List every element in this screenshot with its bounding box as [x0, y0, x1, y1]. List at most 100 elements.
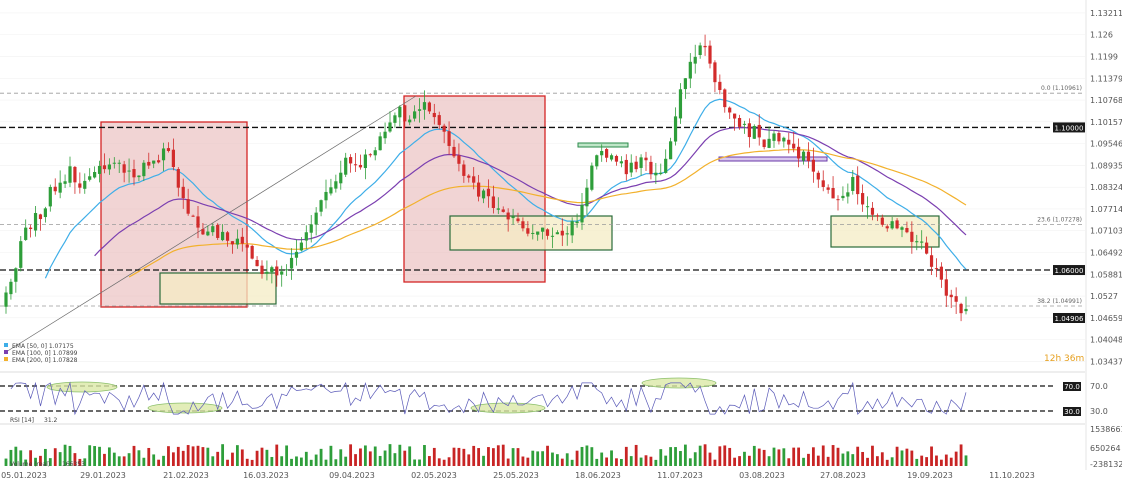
volume-bar: [152, 454, 156, 466]
volume-tick-3: -238132: [1090, 460, 1122, 469]
zone-box-2: [403, 95, 546, 283]
candle-body: [349, 157, 353, 164]
volume-bar: [334, 459, 338, 466]
ema-line-50: [44, 98, 967, 279]
volume-bar: [600, 452, 604, 466]
legend-swatch: [4, 343, 8, 347]
rsi-70-axis-label: 70.0: [1090, 382, 1108, 391]
volume-bar: [58, 452, 62, 466]
rsi-30-axis-label: 30.0: [1090, 407, 1108, 416]
candle-body: [713, 62, 717, 83]
support-box-2: [449, 215, 613, 251]
candle-body: [772, 133, 776, 141]
candle-body: [388, 122, 392, 132]
candle-body: [329, 187, 333, 194]
candle-body: [836, 199, 840, 201]
volume-bar: [816, 455, 820, 466]
y-tick-label: 1.05881: [1090, 270, 1122, 279]
volume-bar: [191, 446, 195, 466]
candle-body: [944, 279, 948, 296]
volume-bar: [930, 446, 933, 466]
y-tick-label: 1.07103: [1090, 227, 1122, 236]
volume-bar: [925, 457, 929, 466]
volume-bar: [693, 452, 697, 466]
candle-body: [235, 238, 239, 245]
volume-bar: [53, 448, 57, 466]
candle-body: [698, 45, 702, 56]
candle-body: [870, 207, 875, 215]
volume-bar: [477, 448, 481, 466]
volume-bar: [235, 445, 239, 466]
volume-bar: [915, 458, 919, 466]
candle-body: [600, 150, 604, 156]
volume-bar: [659, 449, 663, 466]
candle-body: [472, 176, 476, 183]
volume-bar: [541, 451, 545, 466]
level-lines: [0, 92, 1085, 307]
volume-bar: [319, 448, 323, 466]
candle-body: [920, 241, 924, 243]
current-price-value: 1.04906: [1055, 315, 1084, 323]
volume-bar: [132, 445, 136, 466]
candle-body: [737, 117, 742, 127]
volume-bar: [846, 451, 850, 466]
candle-body: [477, 182, 481, 197]
candle-body: [905, 227, 909, 233]
candle-body: [550, 235, 555, 237]
volume-bar: [496, 445, 500, 466]
candle-body: [777, 133, 781, 142]
candle-body: [68, 166, 72, 183]
candle-body: [250, 245, 254, 259]
candle-body: [541, 227, 545, 232]
level-tag: [1053, 265, 1085, 276]
candle-body: [496, 208, 500, 210]
volume-bar: [570, 459, 574, 466]
ema-line-200: [128, 148, 967, 278]
volume-bar: [910, 450, 914, 466]
y-tick-label: 1.08324: [1090, 183, 1122, 192]
volume-bar: [245, 458, 249, 466]
volume-bar: [383, 450, 387, 466]
volume-bar: [447, 457, 451, 466]
volume-bar: [299, 457, 303, 466]
volume-bar: [309, 459, 313, 466]
candle-body: [270, 267, 274, 273]
volume-bar: [501, 444, 505, 466]
volume-bar: [137, 450, 141, 466]
candle-body: [511, 216, 515, 219]
volume-bar: [797, 447, 801, 466]
rsi-30-tag-label: 30.0: [1064, 408, 1080, 416]
level-tag-label: 1.10000: [1055, 124, 1084, 132]
candle-body: [191, 215, 195, 217]
resistance-box-2: [718, 156, 828, 162]
y-tick-label: 1.03437: [1090, 357, 1122, 366]
candle-body: [78, 183, 82, 188]
candle-body: [885, 226, 889, 229]
volume-bar: [295, 456, 298, 466]
candle-body: [363, 154, 367, 169]
candle-body: [649, 161, 653, 175]
volume-bar: [610, 450, 613, 466]
volume-bar: [826, 456, 830, 466]
volume-bar: [491, 448, 495, 466]
candle-body: [280, 271, 284, 275]
volume-bar: [585, 445, 589, 466]
volume-bar: [526, 457, 530, 466]
candle-body: [230, 241, 235, 245]
volume-bar: [83, 458, 87, 466]
candle-body: [319, 200, 323, 212]
candle-body: [792, 143, 796, 149]
candle-body: [925, 242, 929, 254]
candle-body: [432, 112, 436, 118]
volume-bar: [595, 458, 599, 466]
candle-body: [211, 226, 215, 233]
candle-body: [422, 102, 427, 110]
candle-body: [304, 232, 308, 241]
candle-body: [358, 164, 363, 168]
candle-body: [368, 154, 372, 156]
candle-body: [619, 161, 623, 164]
volume-bar: [171, 452, 175, 466]
candle-body: [585, 187, 589, 207]
candle-body: [659, 172, 663, 174]
